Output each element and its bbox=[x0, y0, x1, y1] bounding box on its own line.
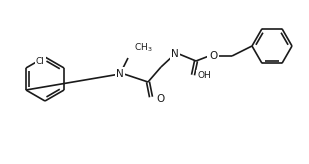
Text: N: N bbox=[116, 69, 124, 79]
Text: N: N bbox=[171, 49, 179, 59]
Text: OH: OH bbox=[197, 72, 211, 81]
Text: Cl: Cl bbox=[36, 58, 45, 66]
Text: CH$_3$: CH$_3$ bbox=[134, 41, 153, 54]
Text: O: O bbox=[209, 51, 217, 61]
Text: O: O bbox=[156, 94, 164, 104]
